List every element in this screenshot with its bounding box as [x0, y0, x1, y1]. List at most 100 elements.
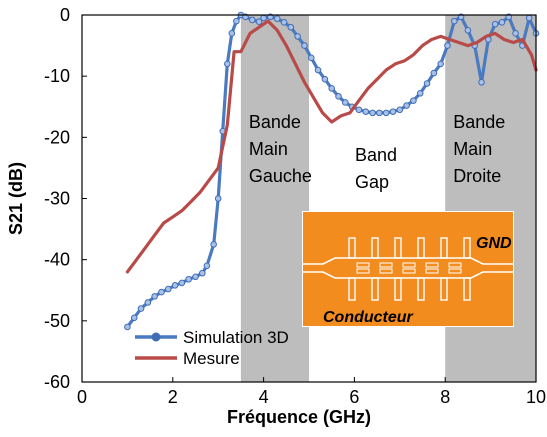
inset-label-conducteur: Conducteur [323, 309, 414, 326]
data-point [199, 269, 206, 277]
data-point [410, 97, 417, 104]
inset-stub-bottom [440, 277, 448, 301]
data-point [376, 109, 383, 117]
data-point [342, 99, 349, 106]
band-label-line: Main [453, 139, 492, 159]
data-point [248, 16, 256, 24]
data-point [203, 262, 211, 270]
inset-stub-top [463, 237, 471, 259]
data-point [307, 54, 315, 62]
y-tick-label: 0 [60, 5, 70, 25]
data-point [450, 17, 458, 25]
series-group [124, 11, 540, 331]
data-point [130, 314, 138, 322]
data-point [192, 273, 199, 281]
inset-finger [356, 268, 370, 274]
data-point [137, 305, 145, 312]
inset-stub-top [417, 237, 425, 259]
band-label-line: Gauche [249, 166, 312, 186]
data-point [294, 33, 301, 40]
data-point [301, 42, 308, 49]
inset-stub-bottom [348, 277, 356, 301]
x-tick-label: 4 [259, 387, 269, 407]
inset-finger [425, 262, 439, 268]
data-point [210, 241, 217, 248]
inset-slot-bottom [303, 271, 513, 279]
inset-stub-top [440, 237, 448, 259]
inset-stub-top [394, 237, 402, 259]
y-tick-label: -50 [44, 311, 70, 331]
inset-finger [402, 268, 416, 274]
data-point [328, 85, 336, 92]
inset-finger [448, 262, 462, 268]
data-point [437, 60, 444, 68]
legend: Simulation 3D Mesure [135, 328, 289, 368]
annotation-line: Gap [355, 172, 389, 192]
x-tick-label: 0 [77, 387, 87, 407]
data-point [403, 102, 410, 109]
data-point [491, 20, 499, 28]
data-point [228, 30, 236, 37]
data-point [185, 275, 192, 283]
inset-finger [448, 268, 462, 274]
inset-diagram: GND Conducteur [302, 211, 514, 327]
x-tick-label: 10 [526, 387, 546, 407]
data-point [321, 75, 329, 83]
data-point [525, 14, 533, 22]
y-tick-label: -20 [44, 127, 70, 147]
x-tick-label: 2 [168, 387, 178, 407]
data-point [464, 26, 472, 34]
data-point [164, 285, 172, 293]
y-tick-label: -30 [44, 189, 70, 209]
inset-finger [425, 268, 439, 274]
inset-finger [356, 262, 370, 268]
data-point [144, 299, 152, 306]
y-axis-title: S21 (dB) [6, 162, 26, 235]
annotation-line: Band [355, 145, 397, 165]
axes: 0 2 4 6 8 10 0 -10 -20 -30 -40 -50 -60 Fréquence (GHz… [6, 5, 546, 427]
inset-label-gnd: GND [476, 235, 512, 252]
legend-marker [151, 332, 161, 342]
data-point [512, 30, 519, 37]
data-point [335, 93, 342, 100]
data-point [430, 69, 438, 77]
data-point [389, 108, 397, 115]
data-point [478, 78, 485, 86]
inset-finger [379, 262, 393, 268]
data-point [498, 19, 506, 26]
band-label-line: Bande [249, 112, 301, 132]
y-tick-label: -10 [44, 66, 70, 86]
inset-stub-bottom [463, 277, 471, 301]
band-label-line: Droite [453, 166, 501, 186]
x-tick-label: 6 [349, 387, 359, 407]
shaded-band-1 [240, 15, 309, 382]
inset-stub-bottom [394, 277, 402, 301]
inset-stub-top [371, 237, 379, 259]
data-point [178, 279, 186, 287]
data-point [223, 60, 231, 68]
inset-finger [379, 268, 393, 274]
data-point [158, 288, 165, 296]
data-point [273, 15, 281, 22]
x-tick-label: 8 [440, 387, 450, 407]
data-point [355, 106, 363, 114]
y-tick-label: -40 [44, 250, 70, 270]
data-point [444, 42, 451, 49]
data-point [382, 109, 390, 117]
data-point [396, 106, 404, 114]
series-line-mesure [125, 19, 538, 274]
data-point [287, 23, 295, 31]
data-point [260, 14, 267, 22]
band-labels: Bande Main Gauche Bande Main Droite Band Gap [249, 112, 505, 192]
data-point [314, 66, 322, 74]
data-point [233, 17, 240, 25]
data-point [362, 108, 370, 115]
data-point [255, 18, 263, 26]
data-point [423, 80, 431, 87]
inset-finger [402, 262, 416, 268]
inset-stub-bottom [371, 277, 379, 301]
inset-stub-top [348, 237, 356, 259]
band-label-line: Bande [453, 112, 505, 132]
